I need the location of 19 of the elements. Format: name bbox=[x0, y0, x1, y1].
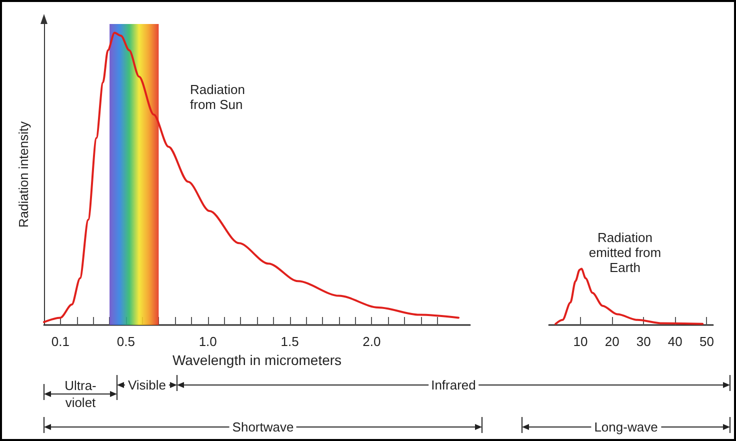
text: Long-wave bbox=[591, 420, 661, 434]
x-tick-label: 2.0 bbox=[362, 334, 381, 349]
x-tick-label: 0.1 bbox=[51, 334, 70, 349]
text: Visible bbox=[124, 378, 170, 392]
x-tick-label: 30 bbox=[636, 334, 651, 349]
annotation: Radiation from Sun bbox=[190, 82, 246, 112]
x-tick-label: 1.5 bbox=[280, 334, 299, 349]
x-tick-label: 0.5 bbox=[116, 334, 135, 349]
x-tick-label: 40 bbox=[668, 334, 682, 349]
annotation: Radiation emitted from Earth bbox=[588, 230, 662, 275]
x-tick-label: 20 bbox=[604, 334, 620, 349]
text: Shortwave bbox=[229, 420, 297, 434]
x-axis-title: Wavelength in micrometers bbox=[172, 352, 342, 368]
y-axis-title: Radiation intensity bbox=[16, 120, 31, 228]
x-tick-label: 10 bbox=[573, 334, 588, 349]
text: Ultra-violet bbox=[64, 377, 98, 411]
x-tick-label: 50 bbox=[699, 334, 714, 349]
x-tick-label: 1.0 bbox=[198, 334, 217, 349]
text: Infrared bbox=[428, 378, 479, 392]
